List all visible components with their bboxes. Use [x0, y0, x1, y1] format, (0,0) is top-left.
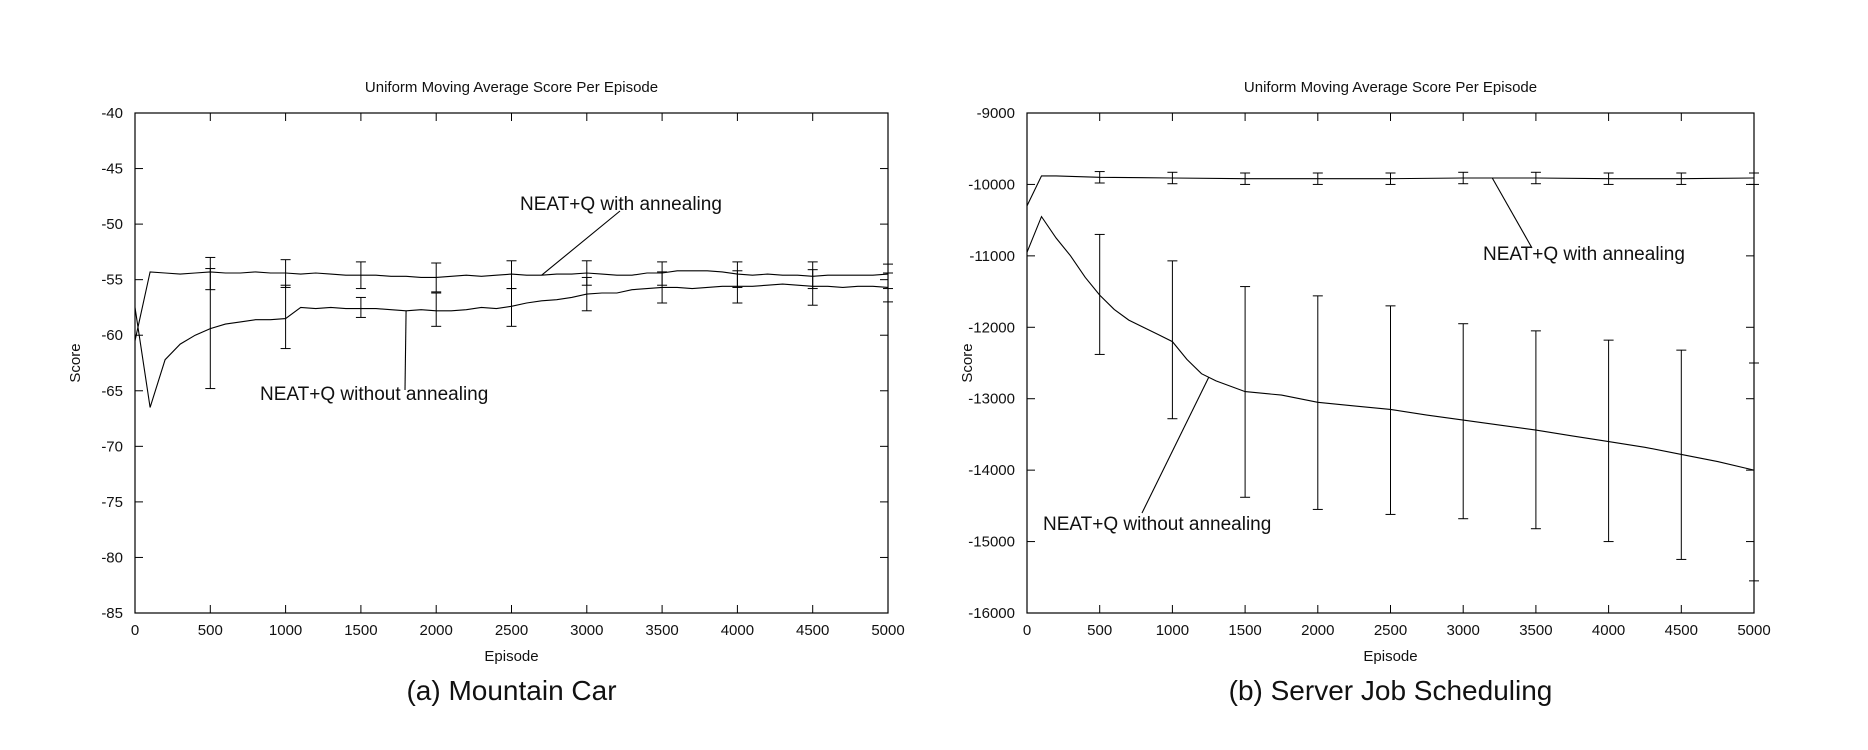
x-tick-label: 2500	[1374, 622, 1407, 639]
y-tick-label: -75	[101, 494, 123, 511]
chart-server-job-scheduling: Uniform Moving Average Score Per Episode…	[959, 79, 1771, 706]
annotation-label: NEAT+Q without annealing	[260, 384, 488, 405]
x-tick-label: 3500	[645, 622, 678, 639]
x-tick-label: 0	[1023, 622, 1031, 639]
x-tick-label: 1000	[269, 622, 302, 639]
figure-caption: (a) Mountain Car	[406, 675, 616, 706]
y-tick-label: -60	[101, 327, 123, 344]
x-tick-label: 4500	[796, 622, 829, 639]
figure-caption: (b) Server Job Scheduling	[1229, 675, 1553, 706]
y-tick-label: -40	[101, 105, 123, 122]
chart-title: Uniform Moving Average Score Per Episode	[1244, 79, 1537, 96]
x-tick-label: 500	[1087, 622, 1112, 639]
x-tick-label: 5000	[1737, 622, 1770, 639]
x-tick-label: 4000	[1592, 622, 1625, 639]
annotation-leader-line	[541, 210, 621, 276]
x-tick-label: 2000	[1301, 622, 1334, 639]
annotation-leader-line	[1491, 177, 1533, 249]
y-tick-label: -10000	[968, 176, 1015, 193]
y-tick-label: -50	[101, 216, 123, 233]
x-tick-label: 5000	[871, 622, 904, 639]
x-tick-label: 2000	[420, 622, 453, 639]
x-tick-label: 500	[198, 622, 223, 639]
annotation-leader-line	[404, 310, 407, 391]
annotation-label: NEAT+Q with annealing	[520, 194, 722, 215]
x-tick-label: 0	[131, 622, 139, 639]
y-axis-label: Score	[67, 343, 84, 382]
y-tick-label: -45	[101, 161, 123, 178]
x-tick-label: 3500	[1519, 622, 1552, 639]
x-tick-label: 4000	[721, 622, 754, 639]
annotation-label: NEAT+Q with annealing	[1483, 244, 1685, 265]
y-tick-label: -80	[101, 549, 123, 566]
plot-frame	[134, 112, 889, 614]
x-tick-label: 1500	[1228, 622, 1261, 639]
y-tick-label: -9000	[977, 105, 1015, 122]
chart-mountain-car: Uniform Moving Average Score Per Episode…	[67, 79, 905, 706]
x-tick-label: 1000	[1156, 622, 1189, 639]
y-tick-label: -11000	[969, 248, 1015, 265]
x-tick-label: 3000	[1447, 622, 1480, 639]
x-tick-label: 4500	[1665, 622, 1698, 639]
y-tick-label: -12000	[968, 319, 1015, 336]
y-tick-label: -65	[101, 383, 123, 400]
y-axis-label: Score	[959, 343, 976, 382]
y-tick-label: -15000	[968, 534, 1015, 551]
x-tick-label: 1500	[344, 622, 377, 639]
chart-title: Uniform Moving Average Score Per Episode	[365, 79, 658, 96]
x-tick-label: 2500	[495, 622, 528, 639]
x-tick-label: 3000	[570, 622, 603, 639]
y-tick-label: -55	[101, 272, 123, 289]
y-tick-label: -85	[101, 605, 123, 622]
y-tick-label: -13000	[968, 391, 1015, 408]
annotation-label: NEAT+Q without annealing	[1043, 514, 1271, 535]
annotation-leader-line	[1141, 377, 1210, 514]
x-axis-label: Episode	[484, 648, 538, 665]
y-tick-label: -14000	[968, 462, 1015, 479]
y-tick-label: -70	[101, 438, 123, 455]
x-axis-label: Episode	[1363, 648, 1417, 665]
y-tick-label: -16000	[968, 605, 1015, 622]
